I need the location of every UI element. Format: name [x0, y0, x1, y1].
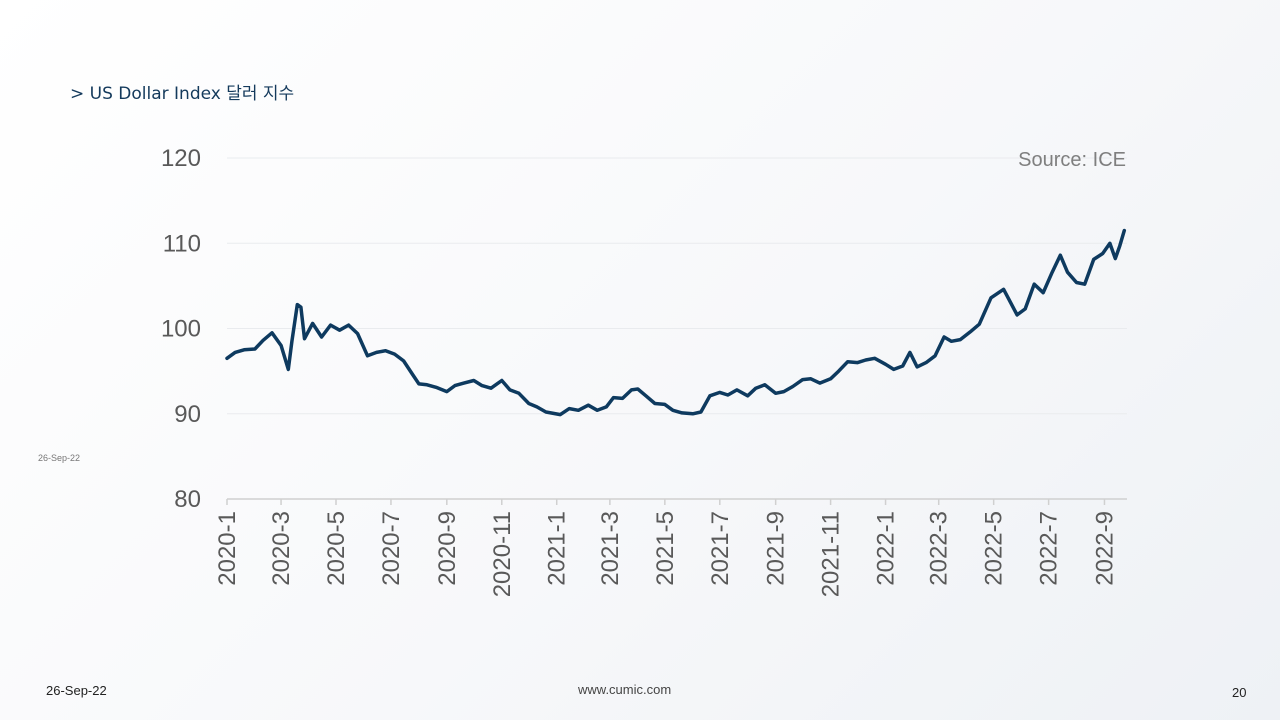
x-tick-label: 2021-11	[818, 511, 845, 597]
x-tick-label: 2020-1	[214, 511, 241, 586]
page-number: 20	[1232, 685, 1247, 700]
grid-lines	[227, 157, 1127, 415]
axes	[226, 498, 1127, 505]
x-tick-label: 2022-3	[926, 511, 953, 586]
x-tick-label: 2021-3	[597, 511, 624, 586]
x-tick-label: 2020-11	[489, 511, 516, 597]
slide-title: > US Dollar Index 달러 지수	[70, 84, 295, 104]
x-tick-label: 2022-7	[1036, 511, 1063, 586]
y-axis-tick-labels: 80 90 100 110 120	[161, 145, 201, 513]
x-tick-label: 2020-9	[434, 511, 461, 586]
plot-area	[225, 228, 1127, 417]
x-axis-tick-labels: 2020-1 2020-3 2020-5 2020-7 2020-9 2020-11 202…	[214, 511, 1118, 597]
y-tick-label: 110	[163, 230, 201, 257]
y-tick-label: 120	[161, 145, 201, 172]
x-tick-label: 2020-7	[378, 511, 405, 586]
footer-date: 26-Sep-22	[46, 683, 107, 698]
x-tick-label: 2020-3	[268, 511, 295, 586]
x-tick-label: 2020-5	[323, 511, 350, 586]
source-note: Source: ICE	[1018, 149, 1126, 171]
x-tick-label: 2022-9	[1091, 511, 1118, 586]
y-tick-label: 80	[174, 486, 201, 513]
x-tick-label: 2021-1	[544, 511, 571, 586]
side-date-label: 26-Sep-22	[38, 453, 81, 463]
x-tick-label: 2022-5	[981, 511, 1008, 586]
series-line	[225, 228, 1127, 417]
footer-website-link[interactable]: www.cumic.com	[578, 682, 672, 697]
x-tick-label: 2021-5	[652, 511, 679, 586]
x-tick-label: 2022-1	[873, 511, 900, 586]
x-tick-label: 2021-9	[763, 511, 790, 586]
y-tick-label: 100	[161, 316, 201, 343]
y-tick-label: 90	[174, 401, 201, 428]
x-tick-label: 2021-7	[707, 511, 734, 586]
